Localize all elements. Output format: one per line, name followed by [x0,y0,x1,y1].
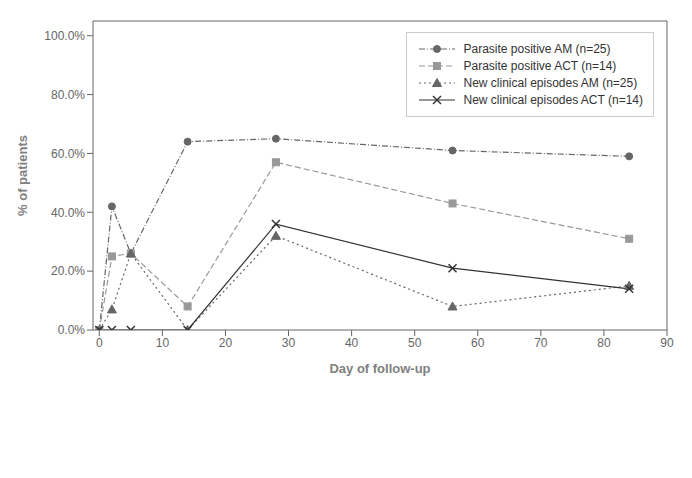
svg-text:80: 80 [597,336,611,350]
svg-text:100.0%: 100.0% [44,29,85,43]
svg-text:80.0%: 80.0% [51,88,85,102]
svg-text:Day of follow-up: Day of follow-up [329,361,430,376]
html-text:New clinical episodes ACT (n=1: New clinical episodes ACT (n=14) [463,93,643,107]
html-text:Parasite positive AM (n=25): Parasite positive AM (n=25) [463,42,611,56]
svg-text:60: 60 [471,336,485,350]
svg-text:50: 50 [408,336,422,350]
svg-text:70: 70 [534,336,548,350]
svg-text:10: 10 [156,336,170,350]
svg-text:0.0%: 0.0% [58,323,86,337]
svg-text:20.0%: 20.0% [51,264,85,278]
svg-text:40.0%: 40.0% [51,206,85,220]
svg-text:40: 40 [345,336,359,350]
svg-text:60.0%: 60.0% [51,147,85,161]
svg-text:% of patients: % of patients [15,135,30,216]
svg-text:30: 30 [282,336,296,350]
svg-text:20: 20 [219,336,233,350]
svg-text:0: 0 [96,336,103,350]
svg-text:90: 90 [660,336,674,350]
html-text:New clinical episodes AM (n=25: New clinical episodes AM (n=25) [463,76,638,90]
html-text:Parasite positive ACT (n=14): Parasite positive ACT (n=14) [463,59,617,73]
